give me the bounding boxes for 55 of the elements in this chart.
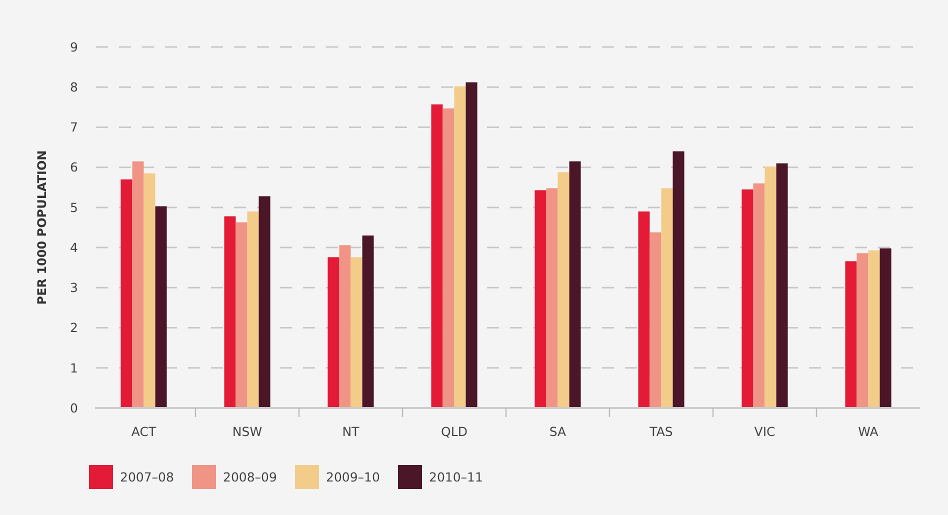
bar: [856, 253, 868, 408]
bar: [672, 151, 684, 408]
bar: [132, 161, 144, 408]
x-tick-label: WA: [858, 424, 879, 439]
bar: [868, 250, 880, 408]
bar: [569, 161, 581, 408]
y-tick-label: 1: [70, 360, 78, 376]
y-tick-label: 7: [70, 120, 78, 135]
bar: [247, 211, 259, 408]
bar: [776, 163, 788, 408]
x-tick-label: TAS: [648, 424, 673, 439]
bar: [350, 257, 362, 408]
bar: [466, 82, 478, 408]
x-tick-label: VIC: [754, 424, 776, 439]
bar: [236, 222, 248, 408]
x-tick-label: NSW: [232, 424, 262, 439]
x-tick-label: ACT: [131, 424, 156, 439]
bar: [650, 232, 662, 408]
bar: [144, 173, 156, 408]
bar: [454, 86, 466, 408]
bar: [880, 248, 892, 408]
x-tick-label: QLD: [441, 424, 468, 439]
y-tick-label: 5: [70, 200, 78, 215]
bar: [362, 236, 374, 408]
legend-label: 2007–08: [120, 469, 174, 484]
x-tick-label: NT: [342, 424, 360, 439]
y-tick-label: 0: [70, 400, 78, 416]
bar: [328, 257, 340, 408]
bar: [442, 108, 454, 408]
y-tick-label: 8: [70, 79, 78, 94]
bar: [638, 211, 650, 408]
bar: [764, 166, 776, 408]
y-tick-label: 9: [70, 39, 78, 54]
y-tick-label: 2: [70, 320, 78, 336]
bar: [661, 188, 673, 408]
bar: [120, 179, 132, 408]
bar: [155, 206, 167, 408]
x-tick-label: SA: [549, 424, 567, 439]
bar: [546, 188, 558, 408]
bar: [753, 183, 765, 408]
legend-label: 2010–11: [429, 469, 483, 484]
legend-label: 2009–10: [326, 469, 380, 484]
bar: [558, 172, 570, 408]
bar: [224, 216, 236, 408]
y-tick-label: 4: [70, 240, 78, 255]
bar: [339, 245, 351, 408]
bar: [534, 190, 546, 408]
y-tick-label: 6: [70, 160, 78, 175]
bar: [431, 104, 443, 408]
bar: [742, 189, 754, 408]
legend-label: 2008–09: [223, 469, 278, 484]
bar: [258, 196, 270, 408]
y-tick-label: 3: [70, 280, 78, 296]
y-axis-title: PER 1000 POPULATION: [35, 150, 49, 305]
bar: [845, 261, 857, 408]
